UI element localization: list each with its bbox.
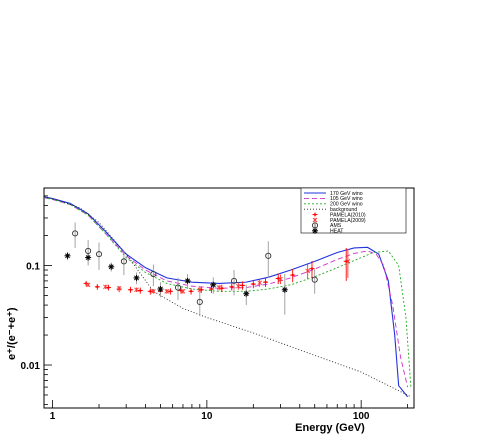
y-tick-label: 0.01 [21, 361, 41, 372]
legend-box [300, 187, 407, 234]
data-point [180, 288, 186, 294]
data-point [169, 290, 172, 293]
data-point [65, 253, 70, 259]
legend-label: background [330, 207, 357, 213]
legend-label: 200 GeV wino [330, 202, 363, 208]
y-axis-ticks: 0.1 0.01 [21, 195, 52, 406]
data-point [196, 298, 203, 306]
data-point [85, 255, 91, 261]
data-point [220, 287, 224, 290]
data-point [96, 285, 99, 289]
legend-entry: PAMELA(2010) [312, 212, 366, 218]
data-point [185, 278, 191, 284]
x-axis-ticks: 1 10 100 [50, 400, 409, 422]
data-point [278, 276, 283, 282]
legend-label: 170 GeV wino [330, 191, 363, 197]
data-point [210, 287, 213, 291]
data-point [72, 230, 79, 237]
data-point [85, 282, 91, 288]
series-layer [44, 196, 412, 398]
data-point [95, 251, 103, 258]
series-line [44, 196, 409, 398]
legend-entry: PAMELA(2009) [312, 217, 366, 224]
data-point [174, 284, 182, 291]
data-point [129, 288, 132, 291]
data-point [291, 273, 294, 277]
data-point [108, 264, 114, 270]
legend-label: AMS [330, 223, 342, 229]
data-point [157, 286, 163, 292]
x-tick-label: 1 [50, 411, 56, 422]
data-point [197, 287, 203, 293]
data-point [216, 285, 222, 290]
y-tick-label: 0.1 [26, 261, 40, 272]
data-point [345, 259, 351, 264]
legend-entry: 105 GeV wino [304, 196, 363, 202]
data-point [134, 287, 139, 293]
data-point [310, 267, 314, 270]
legend-marker [313, 213, 317, 216]
data-point [241, 284, 244, 287]
data-point [282, 287, 288, 293]
data-point [189, 290, 193, 293]
legend-label: PAMELA(2010) [330, 212, 366, 218]
data-point [243, 291, 249, 297]
data-point [164, 288, 170, 294]
data-point [103, 284, 108, 290]
data-point [265, 252, 272, 259]
legend-label: 105 GeV wino [330, 196, 363, 202]
legend-entry: 170 GeV wino [304, 191, 363, 197]
y-axis-title: e⁺/(e⁻+e⁺) [6, 307, 18, 360]
legend-marker [312, 217, 318, 223]
data-point [311, 276, 318, 283]
data-point [151, 288, 156, 294]
series-1 [44, 196, 409, 398]
data-point [139, 289, 142, 292]
series-6 [85, 249, 351, 294]
x-tick-label: 100 [353, 411, 370, 422]
data-point [116, 285, 122, 291]
series-7 [72, 222, 318, 317]
data-point [305, 268, 310, 274]
legend-label: PAMELA(2009) [330, 218, 366, 224]
data-point [85, 247, 92, 254]
data-point [134, 275, 139, 281]
data-point [236, 283, 241, 289]
legend-entry: background [304, 207, 357, 213]
x-axis-title: Energy (GeV) [295, 422, 365, 434]
data-point [210, 282, 216, 288]
x-tick-label: 10 [201, 411, 213, 422]
data-point [252, 282, 255, 286]
data-point [257, 280, 263, 286]
data-point [107, 286, 110, 289]
legend-label: HEAT [330, 229, 344, 235]
data-point [230, 285, 233, 289]
data-point [149, 290, 152, 293]
series-5 [83, 247, 349, 295]
legend-entry: 200 GeV wino [304, 202, 363, 208]
data-point [150, 270, 157, 278]
data-point [264, 280, 267, 284]
legend-entry: HEAT [312, 227, 344, 235]
series-8 [64, 251, 288, 315]
data-point [120, 258, 127, 265]
data-point [230, 277, 238, 284]
legend-marker [312, 228, 318, 234]
